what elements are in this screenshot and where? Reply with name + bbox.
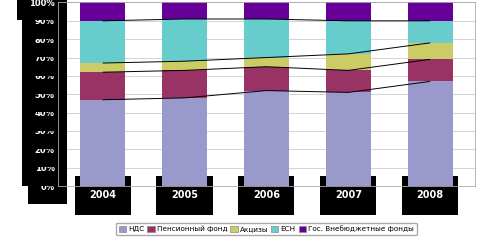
Bar <box>162 61 207 70</box>
Bar <box>326 2 371 21</box>
Bar <box>326 70 371 93</box>
Bar <box>162 70 207 98</box>
Bar <box>408 43 453 59</box>
Bar <box>162 2 207 19</box>
Bar <box>326 54 371 70</box>
Bar <box>80 63 125 72</box>
Bar <box>244 19 289 58</box>
Bar <box>80 100 125 186</box>
Bar <box>408 81 453 186</box>
Bar <box>326 21 371 54</box>
Legend: НДС, Пенсионный фонд, Акцизы, ЕСН, Гос. Внебюджетные фонды: НДС, Пенсионный фонд, Акцизы, ЕСН, Гос. … <box>116 223 417 235</box>
Bar <box>80 72 125 100</box>
Bar <box>244 58 289 67</box>
Bar <box>408 21 453 43</box>
Bar <box>244 91 289 186</box>
Bar <box>244 2 289 19</box>
Bar <box>408 59 453 81</box>
Bar <box>80 2 125 21</box>
Bar <box>80 21 125 63</box>
Bar <box>162 98 207 186</box>
Bar <box>408 2 453 21</box>
Bar <box>162 19 207 61</box>
Bar <box>244 67 289 91</box>
Bar <box>326 93 371 186</box>
